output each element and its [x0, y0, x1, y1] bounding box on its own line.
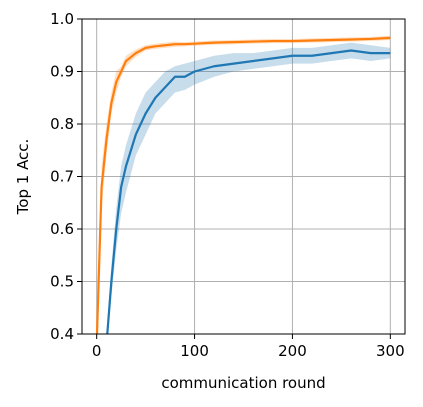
y-tick-label: 0.8	[50, 115, 74, 133]
series-line	[95, 36, 391, 334]
confidence-band	[96, 35, 391, 334]
x-axis-label: communication round	[161, 374, 325, 392]
y-tick-label: 0.7	[50, 168, 74, 186]
y-axis-label: Top 1 Acc.	[14, 139, 32, 216]
confidence-band	[106, 42, 391, 334]
series-line	[106, 49, 391, 334]
y-tick-label: 0.5	[50, 273, 74, 291]
ticks: 0 100 200 300 0.4 0.5 0.6 0.7 0.8 0.9 1.0	[50, 10, 404, 360]
y-tick-label: 0.6	[50, 220, 74, 238]
y-tick-label: 0.9	[50, 63, 74, 81]
x-tick-label: 200	[278, 342, 307, 360]
y-tick-label: 1.0	[50, 10, 74, 28]
y-tick-label: 0.4	[50, 325, 74, 343]
plot-area	[95, 35, 391, 334]
x-tick-label: 300	[376, 342, 405, 360]
x-tick-label: 0	[92, 342, 102, 360]
x-tick-label: 100	[180, 342, 209, 360]
